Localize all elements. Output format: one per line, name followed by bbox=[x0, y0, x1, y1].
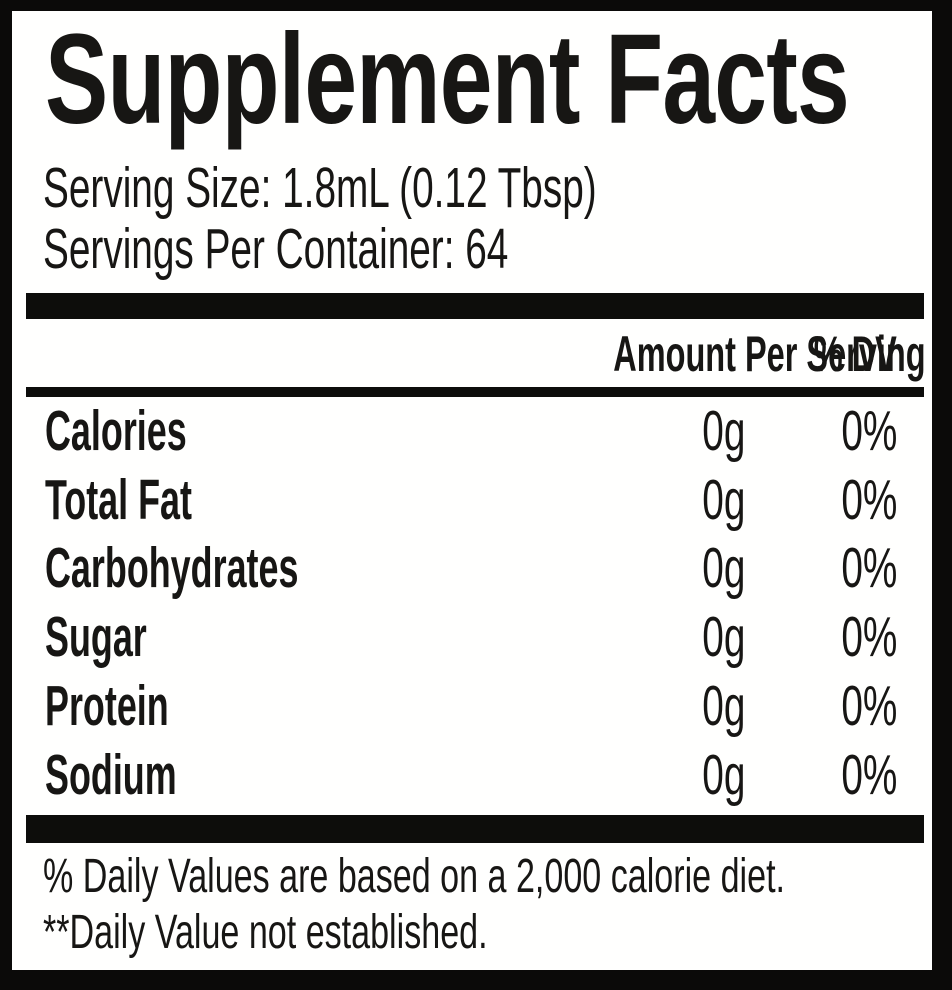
serving-size-text: Serving Size: 1.8mL (0.12 Tbsp) bbox=[43, 156, 597, 220]
nutrient-dv: 0% bbox=[840, 536, 897, 601]
servings-per-container-text: Servings Per Container: 64 bbox=[43, 217, 509, 281]
table-row-protein: Protein 0g 0% bbox=[12, 672, 932, 741]
nutrient-amount: 0g bbox=[701, 398, 745, 463]
nutrient-dv: 0% bbox=[840, 467, 897, 532]
nutrient-name-cell: Protein bbox=[12, 678, 445, 735]
nutrient-dv: 0% bbox=[840, 398, 897, 463]
nutrient-dv-cell: 0% bbox=[745, 540, 897, 597]
nutrient-name-cell: Sugar bbox=[12, 609, 445, 666]
nutrient-name: Carbohydrates bbox=[45, 536, 299, 601]
amount-per-serving-header: Amount Per Serving bbox=[613, 326, 926, 382]
nutrient-dv: 0% bbox=[840, 605, 897, 670]
nutrient-dv: 0% bbox=[840, 742, 897, 807]
nutrient-table: Calories 0g 0% Total Fat 0g 0% Carbohydr… bbox=[12, 397, 932, 810]
amount-column-header-cell: Amount Per Serving bbox=[445, 329, 925, 379]
nutrient-amount-cell: 0g bbox=[445, 742, 745, 807]
nutrient-amount: 0g bbox=[701, 742, 745, 807]
nutrient-name: Sodium bbox=[45, 742, 177, 807]
top-divider-bar bbox=[26, 293, 924, 319]
nutrient-amount-cell: 0g bbox=[445, 467, 745, 532]
nutrient-name: Total Fat bbox=[45, 467, 192, 532]
nutrient-name: Sugar bbox=[45, 605, 147, 670]
footnote-dv-not-established: **Daily Value not established. bbox=[43, 909, 669, 957]
header-divider-rule bbox=[26, 387, 924, 397]
nutrient-name-cell: Carbohydrates bbox=[12, 540, 445, 597]
nutrient-name: Calories bbox=[45, 398, 187, 463]
footnote-daily-values-text: % Daily Values are based on a 2,000 calo… bbox=[43, 850, 786, 903]
nutrient-amount: 0g bbox=[701, 674, 745, 739]
nutrient-dv: 0% bbox=[840, 674, 897, 739]
servings-per-container-line: Servings Per Container: 64 bbox=[43, 221, 727, 278]
serving-size-line: Serving Size: 1.8mL (0.12 Tbsp) bbox=[43, 160, 857, 217]
nutrient-amount-cell: 0g bbox=[445, 398, 745, 463]
table-row-sodium: Sodium 0g 0% bbox=[12, 741, 932, 810]
nutrient-amount-cell: 0g bbox=[445, 609, 745, 666]
nutrient-amount-cell: 0g bbox=[445, 678, 745, 735]
supplement-facts-panel: Supplement Facts Serving Size: 1.8mL (0.… bbox=[12, 11, 932, 970]
nutrient-dv-cell: 0% bbox=[745, 609, 897, 666]
nutrient-name: Protein bbox=[45, 674, 169, 739]
dv-column-header-cell: % DV bbox=[745, 329, 897, 379]
supplement-facts-title: Supplement Facts bbox=[45, 8, 850, 151]
nutrient-amount: 0g bbox=[701, 536, 745, 601]
footnote-dv-not-established-text: **Daily Value not established. bbox=[43, 906, 488, 959]
page-title: Supplement Facts bbox=[45, 16, 952, 144]
nutrient-name-cell: Total Fat bbox=[12, 467, 445, 532]
table-row-carbohydrates: Carbohydrates 0g 0% bbox=[12, 535, 932, 604]
nutrient-dv-cell: 0% bbox=[745, 678, 897, 735]
nutrient-dv-cell: 0% bbox=[745, 742, 897, 807]
nutrient-dv-cell: 0% bbox=[745, 398, 897, 463]
nutrient-name-cell: Sodium bbox=[12, 742, 445, 807]
nutrient-name-cell: Calories bbox=[12, 398, 445, 463]
column-header-row: Amount Per Serving % DV bbox=[12, 329, 932, 379]
nutrient-amount: 0g bbox=[701, 467, 745, 532]
nutrient-amount: 0g bbox=[701, 605, 745, 670]
bottom-divider-bar bbox=[26, 815, 924, 843]
table-row-calories: Calories 0g 0% bbox=[12, 397, 932, 466]
percent-dv-header: % DV bbox=[813, 326, 897, 382]
nutrient-amount-cell: 0g bbox=[445, 540, 745, 597]
table-row-total-fat: Total Fat 0g 0% bbox=[12, 466, 932, 535]
footnote-daily-values: % Daily Values are based on a 2,000 calo… bbox=[43, 853, 952, 901]
nutrient-dv-cell: 0% bbox=[745, 467, 897, 532]
table-row-sugar: Sugar 0g 0% bbox=[12, 603, 932, 672]
